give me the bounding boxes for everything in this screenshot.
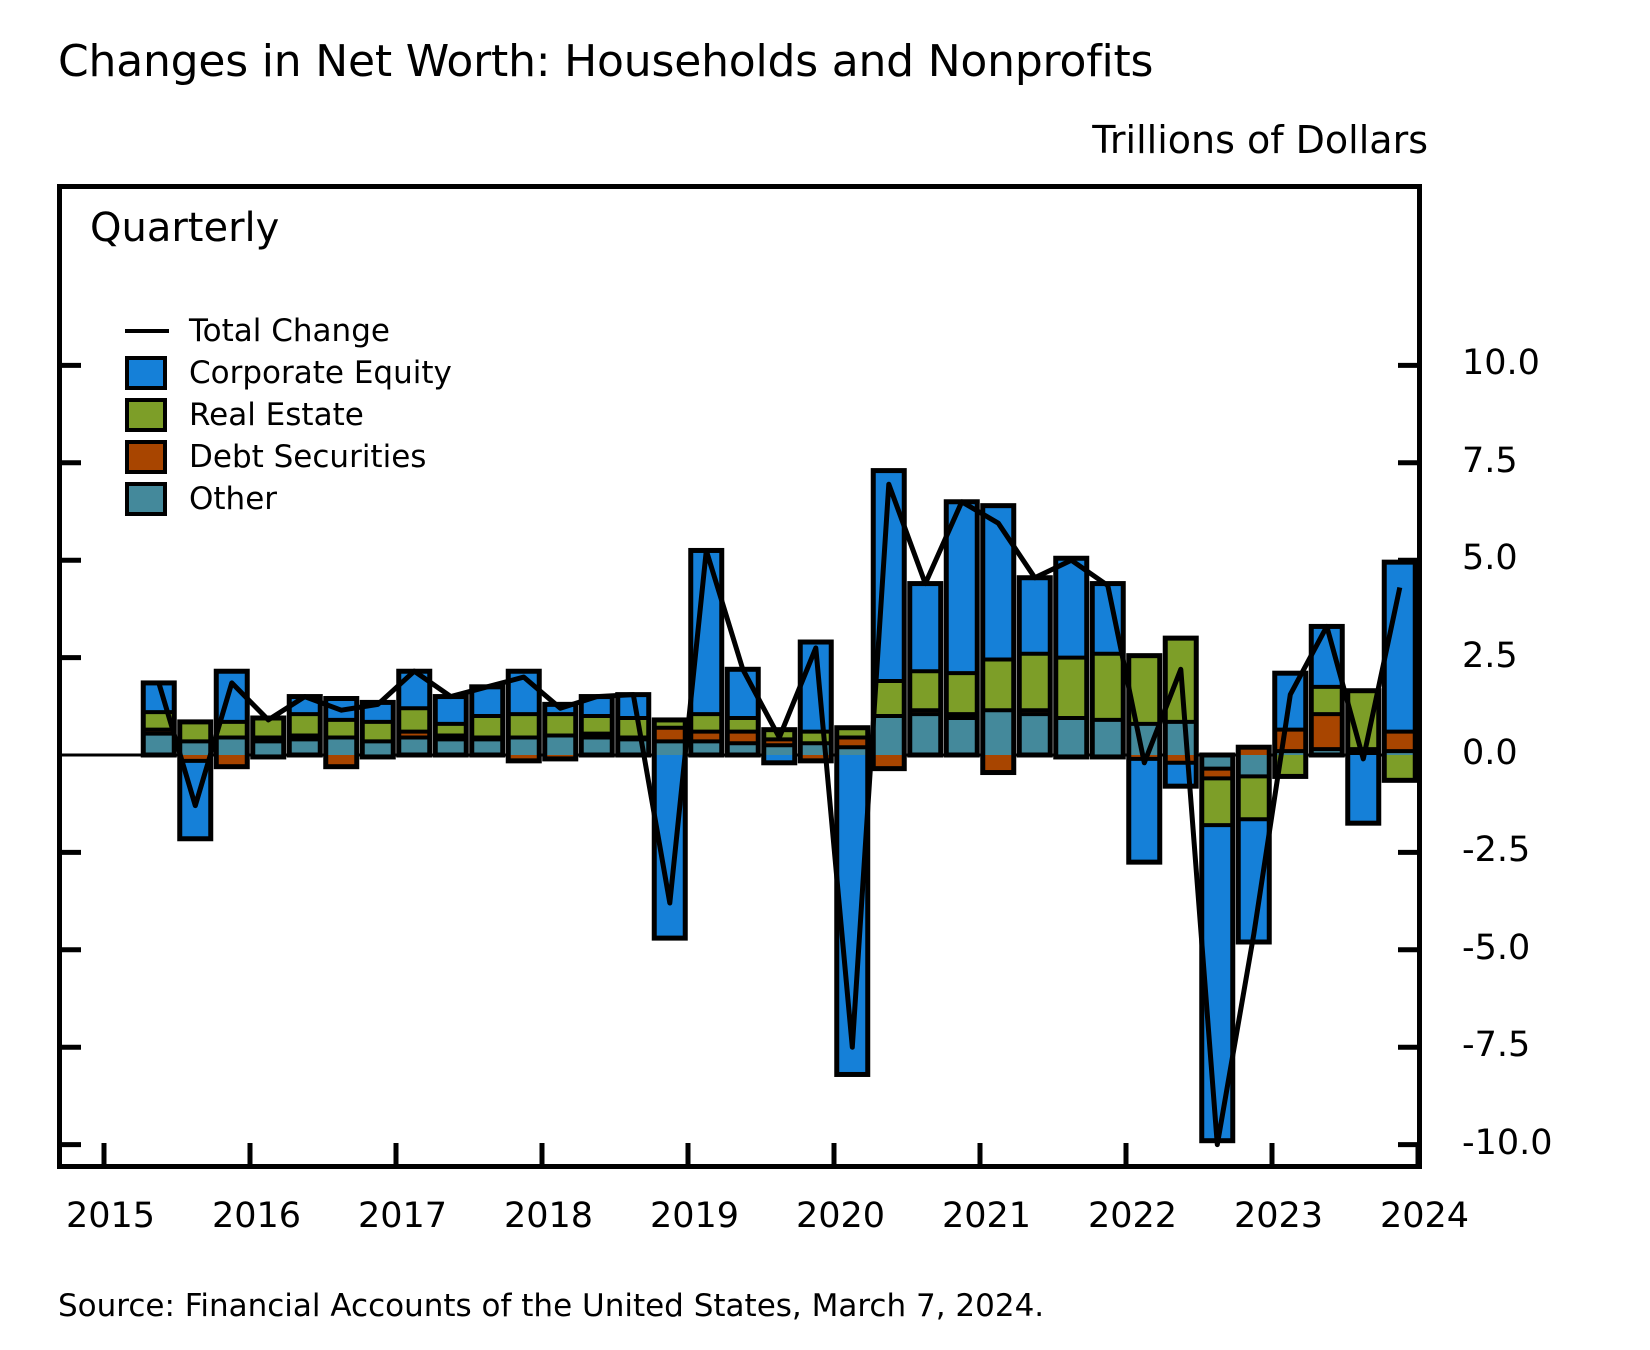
plot-frame [57, 184, 1422, 1169]
x-tick-label: 2015 [66, 1196, 156, 1236]
y-tick-label: -7.5 [1462, 1025, 1531, 1066]
legend-label: Total Change [189, 312, 390, 349]
stacked-bar [1235, 744, 1272, 945]
stacked-bar [140, 680, 177, 758]
x-tick-label: 2022 [1088, 1196, 1178, 1236]
stacked-bar [1016, 575, 1053, 758]
x-tick-label: 2024 [1380, 1196, 1470, 1236]
stacked-bar [177, 719, 214, 842]
stacked-bar [250, 715, 287, 760]
legend-label: Other [189, 480, 278, 517]
stacked-bar [578, 694, 615, 758]
y-tick-label: 10.0 [1462, 343, 1540, 384]
swatch-icon [125, 482, 167, 516]
line-marker-icon [125, 329, 169, 333]
y-tick-label: 7.5 [1462, 440, 1518, 481]
stacked-bar [980, 503, 1017, 776]
stacked-bar [1053, 555, 1090, 760]
stacked-bar [1345, 688, 1382, 826]
y-tick-label: 2.5 [1462, 635, 1518, 676]
legend-item-other: Other [125, 478, 452, 520]
x-tick-label: 2017 [358, 1196, 448, 1236]
axis-ticks [57, 362, 1422, 1169]
legend-label: Corporate Equity [189, 354, 452, 391]
y-tick-label: -5.0 [1462, 927, 1531, 968]
bars-group [140, 468, 1418, 1144]
stacked-bar [1089, 581, 1126, 760]
x-tick-label: 2019 [650, 1196, 740, 1236]
page-title: Changes in Net Worth: Households and Non… [58, 36, 1154, 87]
y-tick-label: -10.0 [1462, 1122, 1553, 1163]
units-label: Trillions of Dollars [1092, 118, 1428, 162]
x-tick-label: 2016 [212, 1196, 302, 1236]
swatch-icon [125, 440, 167, 474]
stacked-bar [359, 699, 396, 760]
stacked-bar [432, 694, 469, 758]
legend-label: Real Estate [189, 396, 364, 433]
chart-legend: Total Change Corporate Equity Real Estat… [125, 310, 452, 520]
stacked-bar [724, 666, 761, 758]
frequency-label: Quarterly [90, 205, 280, 251]
x-tick-label: 2021 [942, 1196, 1032, 1236]
legend-item-debt-securities: Debt Securities [125, 436, 452, 478]
stacked-bar [469, 684, 506, 758]
legend-label: Debt Securities [189, 438, 427, 475]
swatch-icon [125, 398, 167, 432]
x-tick-label: 2020 [796, 1196, 886, 1236]
source-note: Source: Financial Accounts of the United… [58, 1288, 1045, 1324]
y-tick-label: 5.0 [1462, 538, 1518, 579]
swatch-icon [125, 356, 167, 390]
legend-item-total-change: Total Change [125, 310, 452, 352]
stacked-bar [943, 499, 980, 758]
x-tick-label: 2018 [504, 1196, 594, 1236]
stacked-bar [907, 581, 944, 758]
x-tick-label: 2023 [1234, 1196, 1324, 1236]
y-tick-label: 0.0 [1462, 733, 1518, 773]
stacked-bar [1162, 635, 1199, 789]
total-change-line [156, 481, 1403, 1148]
legend-item-real-estate: Real Estate [125, 394, 452, 436]
legend-item-corporate-equity: Corporate Equity [125, 352, 452, 394]
stacked-bar [542, 701, 579, 762]
y-tick-label: -2.5 [1462, 830, 1531, 871]
